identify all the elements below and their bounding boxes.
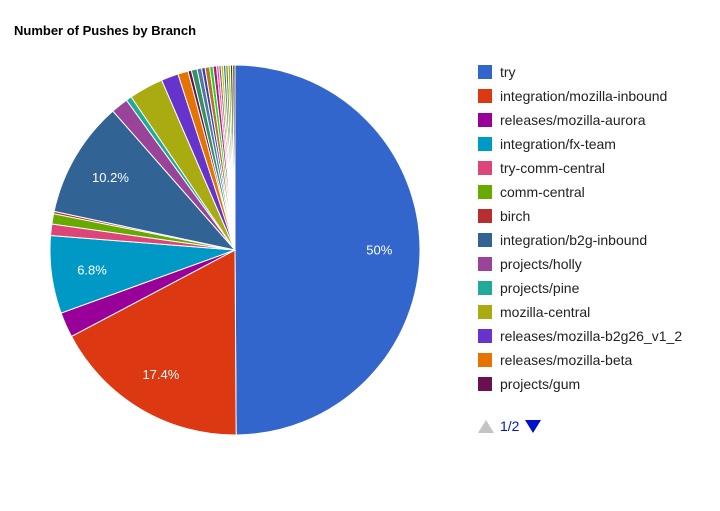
legend-label: releases/mozilla-b2g26_v1_2 [500, 328, 683, 344]
legend-label: integration/fx-team [500, 136, 616, 152]
legend-label: mozilla-central [500, 304, 591, 320]
legend-item[interactable]: projects/gum [478, 372, 682, 396]
legend-swatch [478, 161, 492, 175]
slice-label-7: 10.2% [92, 170, 129, 185]
legend-item[interactable]: integration/b2g-inbound [478, 228, 682, 252]
pie-slice-1[interactable] [70, 249, 237, 436]
legend-swatch [478, 281, 492, 295]
slice-label-3: 6.8% [77, 262, 107, 277]
pie-slices [49, 64, 421, 436]
legend-item[interactable]: releases/mozilla-beta [478, 348, 682, 372]
legend-label: birch [500, 208, 531, 224]
legend-label: try-comm-central [500, 160, 606, 176]
slice-label-0: 50% [366, 243, 392, 258]
pie-slice-7[interactable] [53, 110, 237, 251]
legend-item[interactable]: projects/pine [478, 276, 682, 300]
legend-item[interactable]: try [478, 60, 682, 84]
legend-swatch [478, 233, 492, 247]
legend-swatch [478, 305, 492, 319]
legend-swatch [478, 113, 492, 127]
triangle-up-icon [478, 419, 494, 433]
pie-chart: 50% 17.4% 6.8% 10.2% [49, 64, 421, 436]
legend-item[interactable]: integration/fx-team [478, 132, 682, 156]
legend-item[interactable]: comm-central [478, 180, 682, 204]
legend-item[interactable]: releases/mozilla-b2g26_v1_2 [478, 324, 682, 348]
legend-swatch [478, 185, 492, 199]
legend-label: integration/b2g-inbound [500, 232, 648, 248]
legend-swatch [478, 329, 492, 343]
legend-item[interactable]: releases/mozilla-aurora [478, 108, 682, 132]
legend-label: projects/holly [500, 256, 582, 272]
pie-slice-27[interactable] [232, 64, 236, 251]
legend-swatch [478, 377, 492, 391]
legend-item[interactable]: projects/holly [478, 252, 682, 276]
legend-label: projects/gum [500, 376, 581, 392]
legend-label: releases/mozilla-beta [500, 352, 633, 368]
triangle-down-icon[interactable] [525, 419, 542, 433]
legend-swatch [478, 89, 492, 103]
legend-swatch [478, 65, 492, 79]
chart-title: Number of Pushes by Branch [14, 23, 197, 38]
legend: try integration/mozilla-inbound releases/m… [478, 60, 682, 396]
legend-page-indicator: 1/2 [500, 418, 520, 434]
legend-item[interactable]: mozilla-central [478, 300, 682, 324]
legend-label: releases/mozilla-aurora [500, 112, 646, 128]
legend-label: comm-central [500, 184, 585, 200]
legend-pager: 1/2 [478, 418, 542, 434]
pie-labels: 50% 17.4% 6.8% 10.2% [77, 170, 393, 382]
legend-label: projects/pine [500, 280, 580, 296]
legend-item[interactable]: integration/mozilla-inbound [478, 84, 682, 108]
legend-item[interactable]: birch [478, 204, 682, 228]
legend-swatch [478, 209, 492, 223]
legend-swatch [478, 257, 492, 271]
legend-label: try [500, 64, 516, 80]
legend-swatch [478, 353, 492, 367]
pie-slice-0[interactable] [234, 64, 421, 436]
legend-label: integration/mozilla-inbound [500, 88, 668, 104]
legend-item[interactable]: try-comm-central [478, 156, 682, 180]
legend-swatch [478, 137, 492, 151]
slice-label-1: 17.4% [142, 367, 179, 382]
